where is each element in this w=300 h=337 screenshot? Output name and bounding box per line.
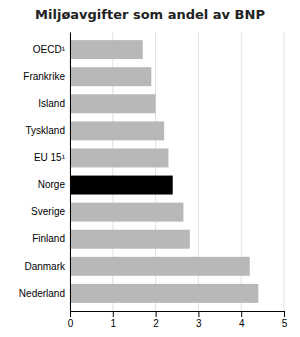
bar xyxy=(70,176,173,195)
y-tick-label: Frankrike xyxy=(23,71,65,82)
x-tick: 1 xyxy=(111,311,117,329)
y-axis: OECD¹ Frankrike Island Tyskland EU 15¹ Norge S… xyxy=(19,33,71,312)
y-tick-label: Sverige xyxy=(31,206,65,217)
x-tick-label: 1 xyxy=(111,318,117,329)
x-axis-line xyxy=(71,312,285,318)
chart-svg: 0 1 2 3 4 5 OECD¹ Frankrike Island Tyskland EU 15¹… xyxy=(0,0,300,337)
x-tick: 0 xyxy=(68,311,74,329)
y-tick-label: Danmark xyxy=(24,261,66,272)
bars xyxy=(70,40,258,303)
x-tick-label: 5 xyxy=(282,318,288,329)
y-tick: Island xyxy=(38,98,70,109)
x-tick: 5 xyxy=(282,311,288,329)
bar xyxy=(70,40,143,59)
bar xyxy=(70,94,156,113)
bar xyxy=(70,67,151,86)
x-tick-mark xyxy=(70,311,71,317)
x-tick-mark xyxy=(113,311,114,317)
x-tick-mark xyxy=(284,311,285,317)
y-tick: Danmark xyxy=(24,261,70,272)
bar xyxy=(70,230,190,249)
bar xyxy=(70,121,164,140)
x-tick-mark xyxy=(241,311,242,317)
chart-title: Miljøavgifter som andel av BNP xyxy=(35,7,265,22)
x-tick-label: 0 xyxy=(68,318,74,329)
x-tick-mark xyxy=(198,311,199,317)
grid-line xyxy=(284,32,285,311)
x-tick-label: 4 xyxy=(239,318,245,329)
bar xyxy=(70,148,168,167)
x-tick: 2 xyxy=(153,311,159,329)
grid xyxy=(70,32,284,311)
y-tick: Sverige xyxy=(31,206,70,217)
chart-container: 0 1 2 3 4 5 OECD¹ Frankrike Island Tyskland EU 15¹… xyxy=(0,0,300,337)
y-tick: Frankrike xyxy=(23,71,70,82)
x-tick-label: 3 xyxy=(196,318,202,329)
bar xyxy=(70,257,250,276)
y-tick: Tyskland xyxy=(26,125,70,136)
x-axis: 0 1 2 3 4 5 xyxy=(68,311,288,329)
y-tick-label: Tyskland xyxy=(26,125,65,136)
y-tick-label: OECD¹ xyxy=(33,44,66,55)
plot-area: 0 1 2 3 4 5 OECD¹ Frankrike Island Tyskland EU 15¹… xyxy=(19,32,288,329)
y-tick-label: Finland xyxy=(32,233,65,244)
y-tick: EU 15¹ xyxy=(34,152,70,163)
x-tick: 3 xyxy=(196,311,202,329)
y-tick: Nederland xyxy=(19,288,70,299)
y-axis-line xyxy=(70,33,71,312)
x-tick-label: 2 xyxy=(153,318,159,329)
y-tick: OECD¹ xyxy=(33,44,70,55)
x-tick: 4 xyxy=(239,311,245,329)
grid-line xyxy=(70,32,71,311)
bar xyxy=(70,203,183,222)
y-tick: Finland xyxy=(32,233,70,244)
y-tick-label: EU 15¹ xyxy=(34,152,66,163)
y-tick-label: Nederland xyxy=(19,288,65,299)
x-tick-mark xyxy=(156,311,157,317)
y-tick-label: Island xyxy=(38,98,65,109)
y-tick: Norge xyxy=(38,179,70,190)
y-tick-label: Norge xyxy=(38,179,66,190)
bar xyxy=(70,284,258,303)
